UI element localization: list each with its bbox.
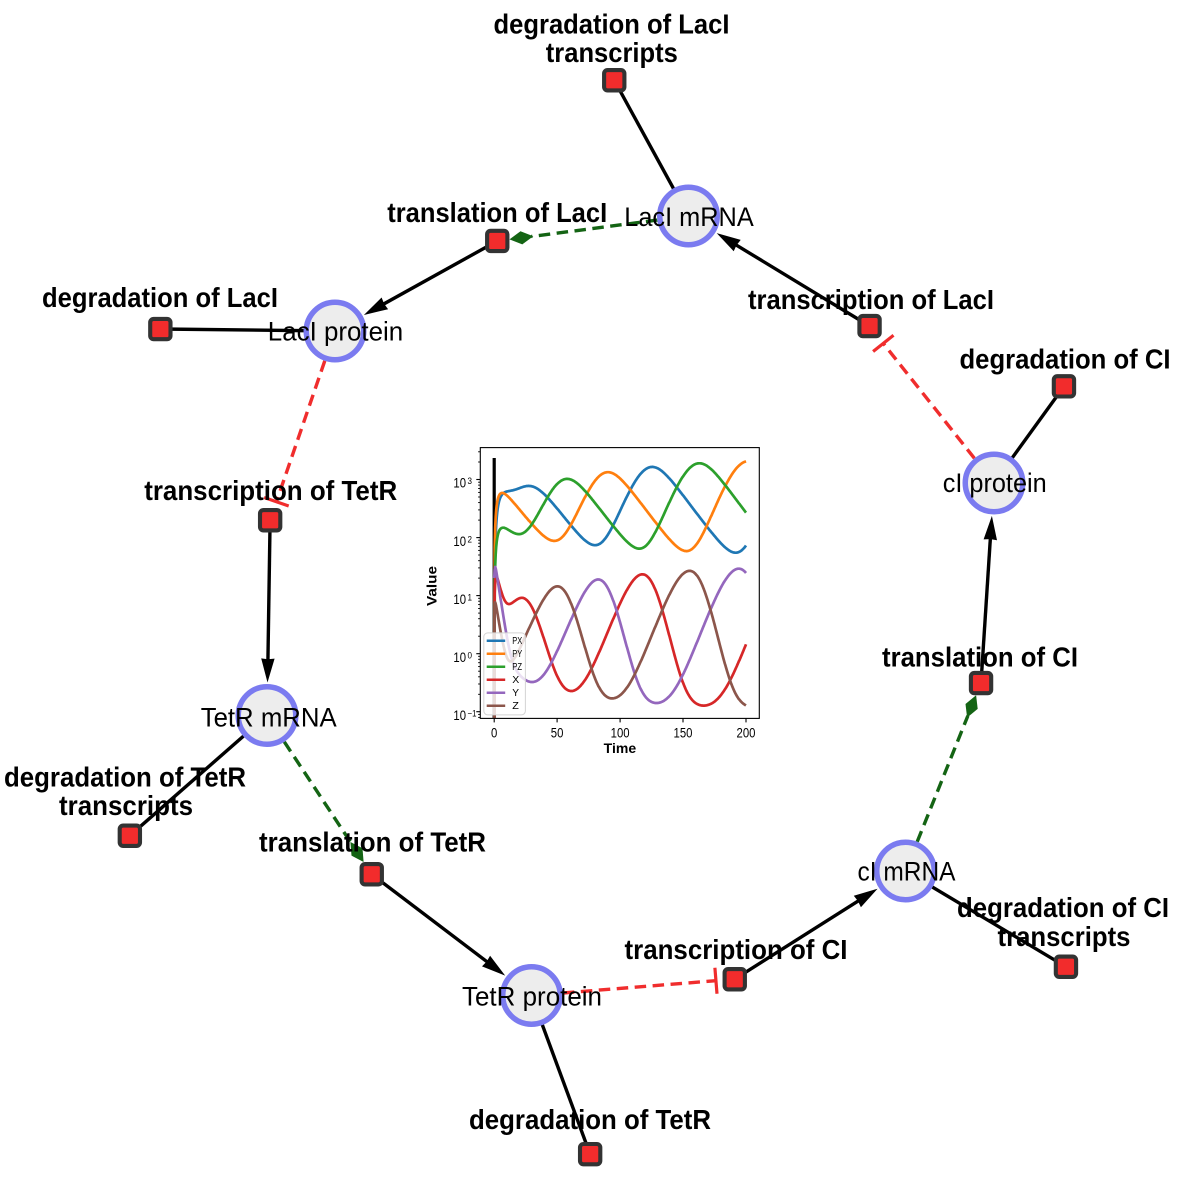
- svg-text:cI mRNA: cI mRNA: [858, 857, 956, 887]
- svg-text:degradation of CI: degradation of CI: [957, 892, 1169, 923]
- svg-text:degradation of TetR: degradation of TetR: [4, 762, 246, 793]
- svg-text:3: 3: [468, 476, 473, 486]
- svg-text:degradation of CI: degradation of CI: [960, 343, 1171, 374]
- svg-text:degradation of LacI: degradation of LacI: [494, 9, 730, 40]
- svg-text:transcription of CI: transcription of CI: [625, 934, 848, 965]
- svg-text:PY: PY: [512, 649, 522, 660]
- svg-text:X: X: [512, 675, 519, 686]
- svg-text:degradation of LacI: degradation of LacI: [42, 282, 278, 313]
- svg-text:PX: PX: [512, 636, 522, 647]
- svg-text:Z: Z: [512, 701, 519, 712]
- svg-text:0: 0: [491, 724, 497, 740]
- svg-text:PZ: PZ: [512, 662, 522, 673]
- svg-text:translation of CI: translation of CI: [882, 642, 1078, 673]
- svg-text:10: 10: [453, 649, 466, 665]
- svg-text:2: 2: [468, 534, 473, 544]
- svg-text:100: 100: [611, 724, 630, 740]
- svg-text:10: 10: [453, 591, 466, 607]
- svg-text:0: 0: [468, 650, 473, 660]
- svg-text:transcription of TetR: transcription of TetR: [144, 475, 397, 506]
- svg-text:50: 50: [551, 724, 564, 740]
- svg-text:LacI protein: LacI protein: [268, 317, 403, 347]
- svg-text:10: 10: [453, 475, 466, 491]
- svg-text:degradation of TetR: degradation of TetR: [469, 1104, 711, 1135]
- svg-text:transcription of LacI: transcription of LacI: [748, 284, 994, 315]
- svg-text:transcripts: transcripts: [59, 790, 193, 821]
- svg-text:10: 10: [453, 707, 466, 723]
- svg-text:150: 150: [674, 724, 693, 740]
- svg-text:translation of LacI: translation of LacI: [387, 197, 607, 228]
- svg-text:200: 200: [737, 724, 756, 740]
- svg-text:transcripts: transcripts: [998, 921, 1131, 952]
- svg-text:transcripts: transcripts: [546, 37, 678, 68]
- svg-text:Value: Value: [424, 566, 440, 606]
- svg-text:−1: −1: [468, 708, 477, 718]
- svg-text:TetR mRNA: TetR mRNA: [201, 703, 337, 733]
- svg-text:1: 1: [468, 592, 473, 602]
- svg-text:Time: Time: [604, 740, 637, 756]
- svg-text:cI protein: cI protein: [943, 468, 1047, 498]
- svg-text:10: 10: [453, 533, 466, 549]
- svg-text:translation of TetR: translation of TetR: [259, 827, 486, 858]
- svg-text:Y: Y: [512, 688, 519, 699]
- svg-text:TetR protein: TetR protein: [462, 982, 602, 1012]
- svg-text:LacI mRNA: LacI mRNA: [624, 202, 754, 232]
